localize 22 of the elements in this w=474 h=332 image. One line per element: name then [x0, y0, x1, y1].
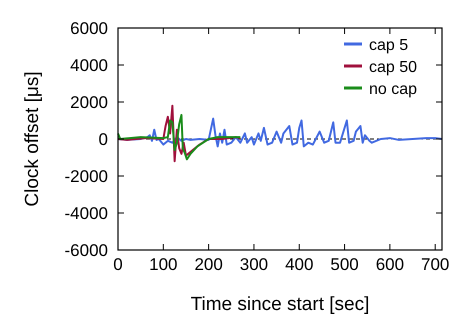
- x-tick-label: 600: [376, 255, 404, 274]
- legend-label: no cap: [369, 81, 418, 98]
- y-tick-label: -2000: [64, 167, 108, 186]
- y-tick-label: 2000: [70, 93, 108, 112]
- x-tick-label: 500: [330, 255, 359, 274]
- y-tick-label: -4000: [64, 204, 108, 223]
- x-tick-label: 200: [194, 255, 223, 274]
- line-series: [117, 104, 242, 162]
- x-tick-label: 400: [285, 255, 314, 274]
- x-tick-label: 0: [113, 255, 123, 274]
- x-axis-title: Time since start [sec]: [190, 294, 370, 315]
- y-tick-label: 0: [98, 130, 108, 149]
- x-tick-label: 100: [149, 255, 178, 274]
- line-series: [117, 114, 242, 160]
- y-tick-label: 4000: [70, 56, 108, 75]
- legend-label: cap 50: [369, 59, 418, 76]
- y-tick-label: 6000: [70, 19, 108, 38]
- y-axis-title: Clock offset [μs]: [22, 71, 43, 207]
- x-tick-label: 300: [240, 255, 268, 274]
- legend-label: cap 5: [369, 37, 408, 54]
- x-tick-label: 700: [421, 255, 450, 274]
- y-tick-label: -6000: [64, 241, 108, 260]
